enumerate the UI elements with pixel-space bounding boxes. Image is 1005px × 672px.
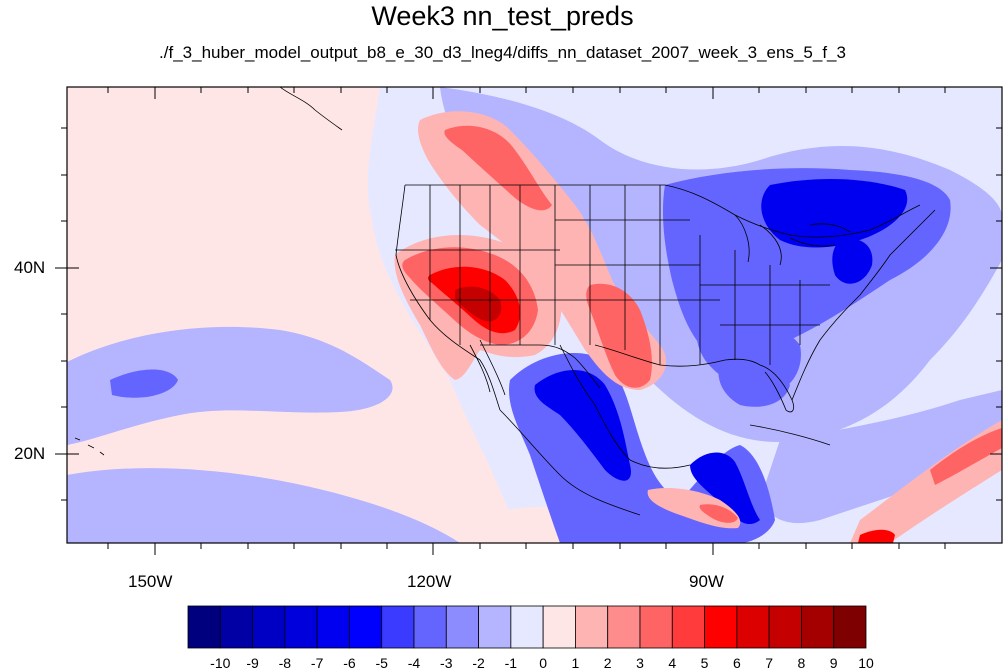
colorbar-tick-label: -9 [246, 655, 259, 671]
axis-ticks [55, 87, 1002, 555]
colorbar-swatch [671, 605, 705, 649]
colorbar-swatch [219, 605, 253, 649]
lon-label-150w: 150W [128, 572, 173, 591]
east-coast-line [791, 209, 936, 401]
lat-label-40n: 40N [14, 258, 46, 277]
chart-subtitle: ./f_3_huber_model_output_b8_e_30_d3_lneg… [159, 43, 846, 62]
colorbar-tick-label: -1 [504, 655, 518, 671]
colorbar-tick-label: -8 [278, 655, 292, 671]
anomaly-field [67, 87, 1002, 543]
pacific-blue-core [110, 369, 178, 398]
pacific-blue-band [67, 326, 393, 445]
colorbar-tick-label: -2 [472, 655, 485, 671]
colorbar-swatch [445, 605, 479, 649]
colorbar-tick-label: -5 [375, 655, 388, 671]
colorbar-tick-label: -3 [440, 655, 453, 671]
canada-border [405, 184, 921, 238]
colorbar-swatch [187, 605, 221, 649]
colorbar-swatch [413, 605, 447, 649]
florida-blue [718, 361, 790, 407]
colorbar-swatch [575, 605, 609, 649]
colorbar-tick-label: 5 [700, 655, 709, 671]
colorbar-swatch [510, 605, 544, 649]
pacific-pink-region [67, 87, 520, 543]
tropical-blue-band [67, 468, 460, 543]
caribbean-red-core [699, 504, 738, 523]
state-lines-east [699, 235, 830, 365]
colorbar-swatch [639, 605, 673, 649]
canada-red-core [444, 125, 552, 211]
colorbar-swatch [542, 605, 576, 649]
mexico-west-coast [499, 409, 641, 516]
mexico-east-coast [559, 344, 691, 469]
map-boundaries [74, 87, 936, 516]
east-coast-blue-core [832, 238, 873, 284]
colorbar-tick-label: 10 [858, 655, 874, 671]
colorbar-tick-label: 3 [636, 655, 644, 671]
atlantic-red-south [858, 529, 895, 543]
colorbar-swatch [704, 605, 738, 649]
colorbar-swatch [349, 605, 383, 649]
colorbar-tick-label: 9 [829, 655, 838, 671]
colorbar-swatch [478, 605, 512, 649]
lon-label-120w: 120W [407, 572, 452, 591]
state-lines-central [555, 185, 720, 365]
colorbar-swatch [252, 605, 286, 649]
colorbar-tick-label: 2 [603, 655, 612, 671]
colorbar-swatch [801, 605, 835, 649]
cuba-outline [749, 424, 831, 446]
lat-label-20n: 20N [14, 444, 46, 463]
colorbar [187, 605, 867, 649]
central-america-blue-core [690, 452, 760, 525]
map-frame [66, 86, 1003, 544]
colorbar-swatch [607, 605, 641, 649]
colorbar-swatch [316, 605, 350, 649]
colorbar-tick-label: -4 [407, 655, 421, 671]
atlantic-red-core [930, 428, 1002, 485]
colorbar-swatch [768, 605, 802, 649]
great-lakes [734, 214, 851, 266]
hawaii-islands [74, 437, 105, 456]
colorbar-swatch [284, 605, 318, 649]
mexico-blue-core [534, 370, 631, 481]
lon-label-90w: 90W [689, 572, 724, 591]
alaska-coast [279, 87, 343, 131]
gulf-coast-line [594, 344, 761, 367]
florida-outline [759, 364, 794, 413]
colorbar-tick-label: -10 [210, 655, 231, 671]
colorbar-swatch [833, 605, 867, 649]
colorbar-tick-label: 7 [765, 655, 774, 671]
colorbar-tick-label: 0 [539, 655, 548, 671]
texas-red-region [586, 283, 652, 388]
atlantic-blue [760, 390, 1002, 524]
colorbar-tick-label: 4 [668, 655, 677, 671]
colorbar-tick-label: 8 [797, 655, 806, 671]
us-mexico-border [480, 344, 601, 389]
colorbar-tick-label: -6 [343, 655, 356, 671]
colorbar-tick-label: 1 [571, 655, 580, 671]
colorbar-tick-label: 6 [732, 655, 741, 671]
colorbar-swatch [736, 605, 770, 649]
great-lakes-blue-core [761, 178, 908, 248]
chart-title: Week3 nn_test_preds [371, 1, 634, 31]
colorbar-swatch [381, 605, 415, 649]
colorbar-tick-label: -7 [310, 655, 324, 671]
